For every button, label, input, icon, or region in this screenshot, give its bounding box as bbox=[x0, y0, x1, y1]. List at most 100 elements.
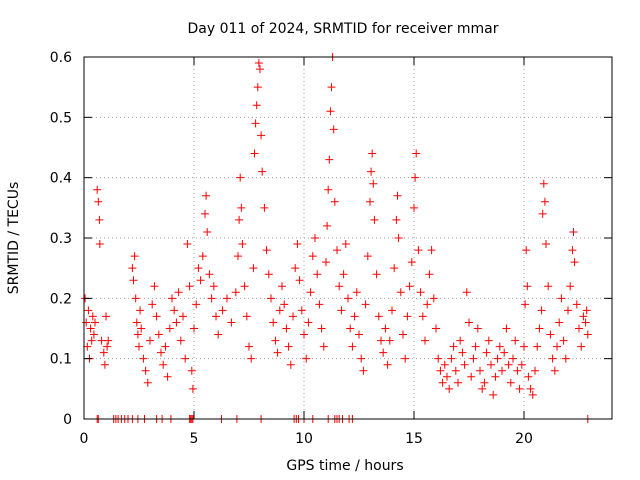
data-point bbox=[93, 185, 102, 194]
data-point bbox=[491, 372, 500, 381]
data-point bbox=[555, 318, 564, 327]
data-point bbox=[582, 306, 591, 315]
data-point bbox=[236, 173, 245, 182]
data-point bbox=[242, 312, 251, 321]
data-point bbox=[374, 312, 383, 321]
data-point bbox=[253, 83, 262, 92]
data-point bbox=[88, 312, 97, 321]
data-point bbox=[425, 270, 434, 279]
data-point bbox=[313, 270, 322, 279]
data-point bbox=[99, 348, 108, 357]
data-point bbox=[451, 366, 460, 375]
data-point bbox=[559, 336, 568, 345]
data-point bbox=[212, 312, 220, 321]
y-tick-label: 0.5 bbox=[50, 110, 72, 126]
data-point bbox=[194, 264, 203, 273]
data-point bbox=[335, 282, 344, 291]
data-point bbox=[579, 312, 588, 321]
data-point bbox=[487, 360, 495, 369]
data-point bbox=[252, 101, 261, 110]
data-point bbox=[136, 306, 145, 315]
data-point bbox=[237, 203, 246, 212]
data-point bbox=[469, 354, 478, 363]
data-point bbox=[326, 107, 335, 116]
data-point bbox=[568, 246, 577, 255]
data-point bbox=[531, 366, 539, 375]
data-point bbox=[304, 318, 313, 327]
data-point bbox=[570, 258, 579, 267]
data-point bbox=[421, 336, 429, 345]
y-tick-label: 0.3 bbox=[50, 231, 72, 247]
data-point bbox=[344, 294, 352, 303]
data-point bbox=[544, 282, 553, 291]
data-point bbox=[394, 234, 403, 242]
data-point bbox=[440, 360, 449, 369]
data-point bbox=[254, 59, 263, 68]
data-point bbox=[269, 318, 278, 327]
data-point bbox=[506, 378, 515, 387]
data-point bbox=[245, 342, 253, 351]
data-point bbox=[91, 318, 99, 327]
data-point bbox=[482, 348, 491, 357]
x-tick-label: 15 bbox=[405, 431, 423, 447]
data-point bbox=[83, 342, 92, 351]
data-point bbox=[330, 197, 339, 206]
data-point bbox=[546, 330, 555, 339]
data-point bbox=[533, 342, 542, 351]
data-point bbox=[393, 191, 402, 200]
data-point bbox=[293, 240, 302, 249]
data-point bbox=[489, 390, 498, 399]
data-point bbox=[251, 119, 260, 128]
data-point bbox=[553, 342, 561, 351]
data-point bbox=[350, 312, 359, 321]
data-point bbox=[131, 294, 140, 303]
data-point bbox=[311, 234, 319, 242]
data-point bbox=[231, 288, 240, 297]
data-point bbox=[100, 360, 109, 369]
data-point bbox=[566, 282, 575, 291]
x-axis-label: GPS time / hours bbox=[286, 458, 403, 474]
data-point bbox=[369, 179, 378, 188]
data-point bbox=[172, 318, 181, 327]
data-point bbox=[240, 282, 249, 291]
data-point bbox=[522, 246, 531, 255]
data-point bbox=[539, 179, 548, 188]
data-point bbox=[388, 306, 396, 315]
data-point bbox=[192, 300, 201, 309]
data-point bbox=[484, 336, 493, 345]
x-tick-label: 5 bbox=[190, 431, 199, 447]
data-point bbox=[250, 149, 259, 158]
data-point bbox=[367, 167, 376, 176]
data-point bbox=[95, 240, 104, 249]
data-point bbox=[227, 318, 236, 327]
data-point bbox=[148, 300, 157, 309]
data-point bbox=[339, 270, 348, 279]
data-point bbox=[363, 252, 372, 261]
data-point bbox=[462, 288, 471, 297]
data-point bbox=[84, 306, 93, 315]
data-point bbox=[557, 294, 566, 303]
data-point bbox=[368, 149, 377, 158]
y-tick-label: 0.2 bbox=[50, 291, 72, 307]
data-point bbox=[275, 306, 284, 315]
data-point bbox=[427, 246, 436, 255]
data-point bbox=[181, 354, 190, 363]
data-point bbox=[315, 300, 324, 309]
data-point bbox=[223, 294, 231, 303]
data-point bbox=[438, 378, 447, 387]
data-point bbox=[291, 264, 300, 273]
data-point bbox=[264, 270, 273, 279]
data-point bbox=[504, 360, 513, 369]
data-point bbox=[135, 342, 143, 351]
data-point bbox=[282, 324, 291, 333]
data-point bbox=[520, 342, 528, 351]
data-point bbox=[434, 354, 443, 363]
data-point bbox=[324, 185, 333, 194]
data-point bbox=[139, 354, 148, 363]
data-point bbox=[348, 342, 357, 351]
data-point bbox=[325, 155, 334, 164]
x-axis-ticks: 0 5 10 15 20 bbox=[80, 57, 533, 447]
data-point bbox=[436, 366, 445, 375]
data-point bbox=[550, 366, 559, 375]
